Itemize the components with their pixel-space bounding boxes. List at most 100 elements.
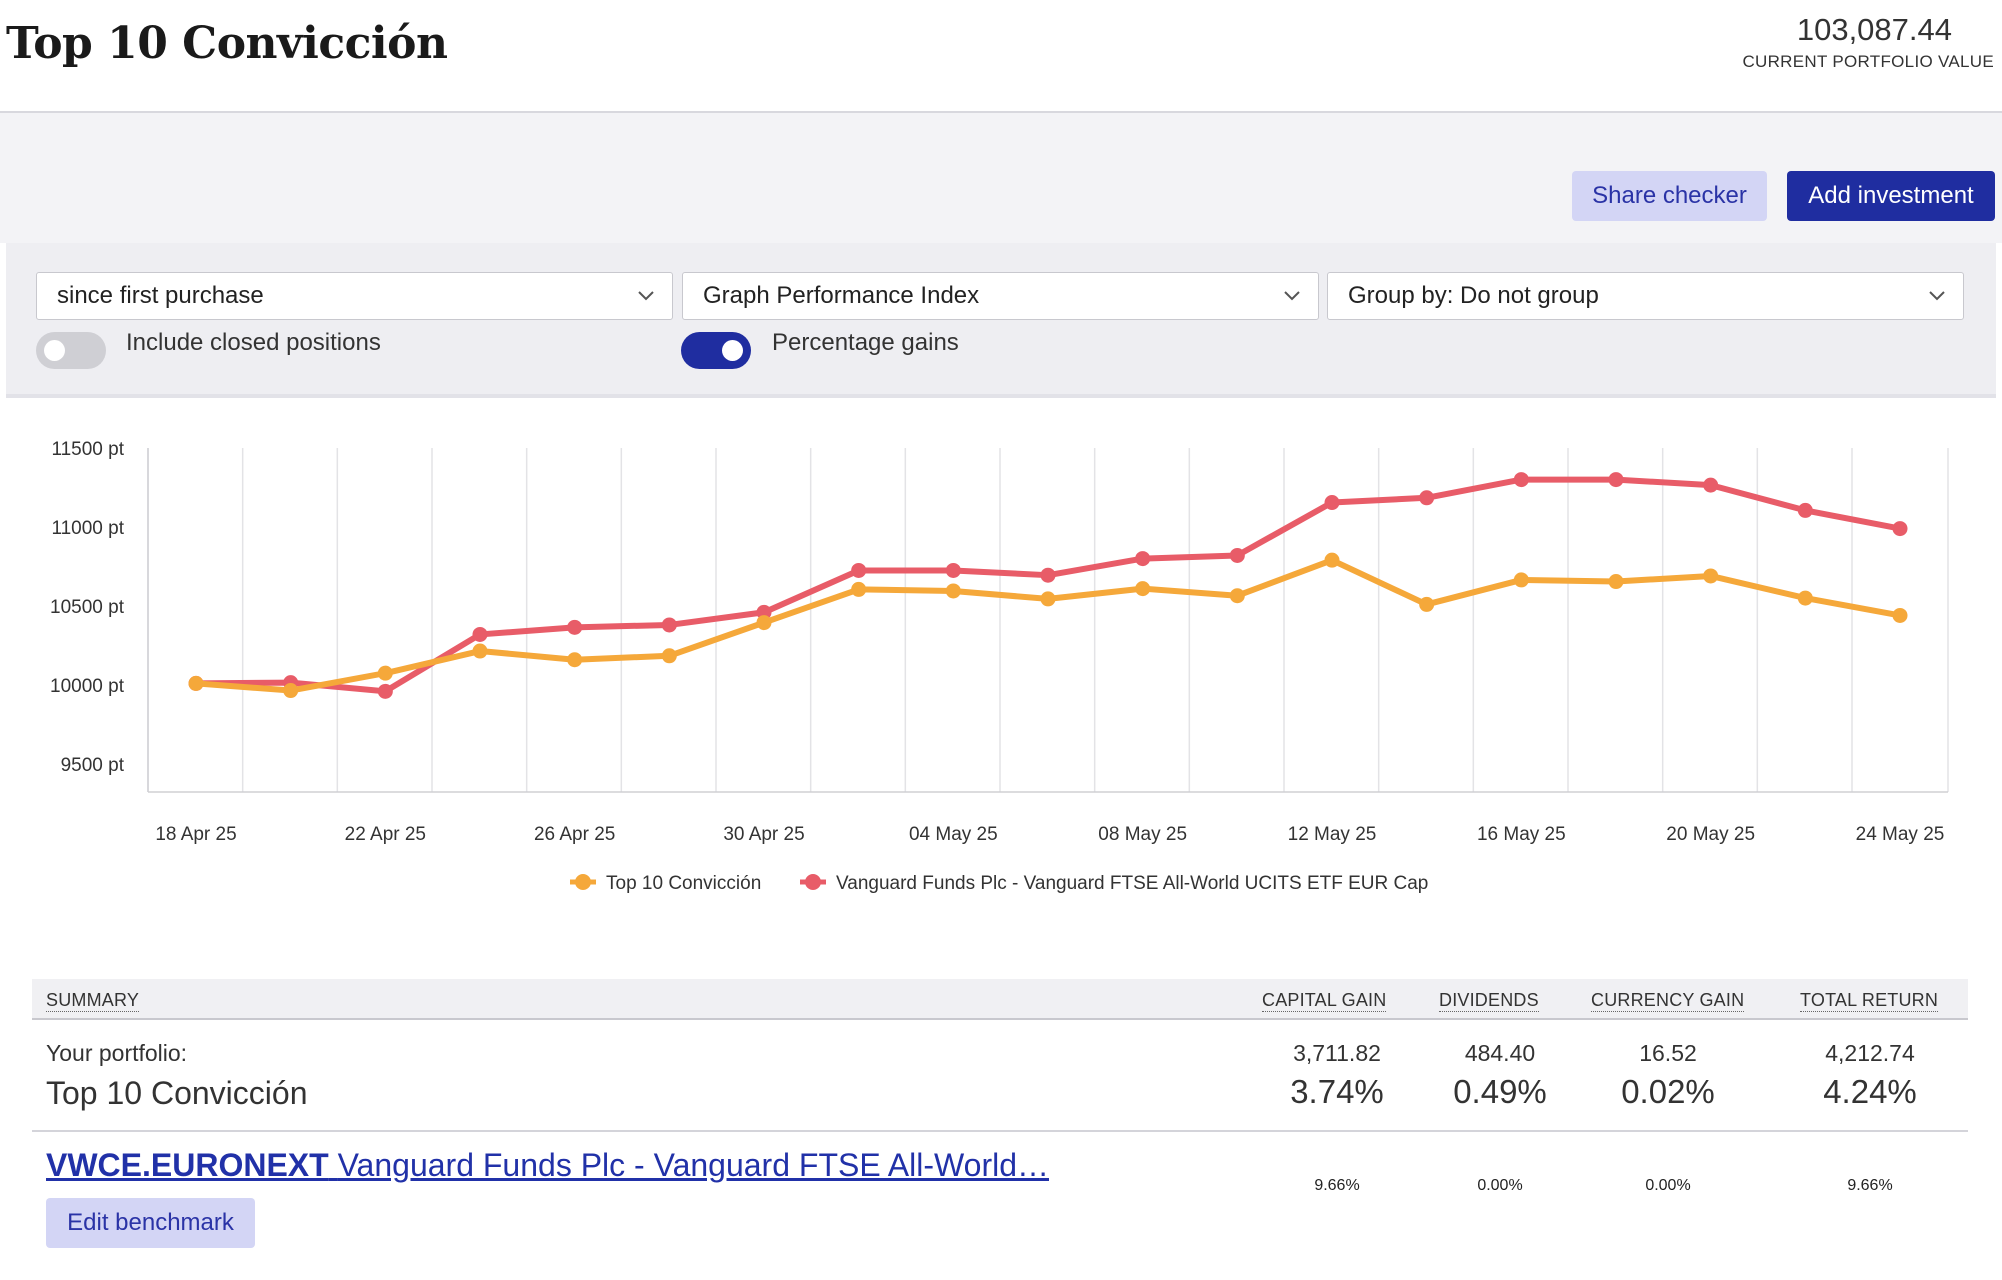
legend-swatch <box>575 874 591 890</box>
data-point <box>283 683 299 699</box>
data-point <box>1040 591 1056 607</box>
portfolio-capital-gain: 3,711.82 <box>1293 1040 1381 1066</box>
data-point <box>1892 521 1908 537</box>
data-point <box>1703 568 1719 584</box>
closed-positions-label: Include closed positions <box>126 329 381 356</box>
chart-controls <box>6 243 1996 398</box>
x-tick-label: 20 May 25 <box>1666 824 1755 845</box>
portfolio-row-label: Your portfolio: <box>46 1040 188 1066</box>
data-point <box>1513 472 1529 488</box>
data-point <box>1419 490 1435 506</box>
x-tick-label: 30 Apr 25 <box>723 824 804 845</box>
data-point <box>1135 551 1151 567</box>
data-point <box>1135 581 1151 597</box>
x-tick-label: 04 May 25 <box>909 824 998 845</box>
y-tick-label: 10000 pt <box>50 676 125 697</box>
x-tick-label: 24 May 25 <box>1856 824 1945 845</box>
data-point <box>567 619 583 635</box>
y-tick-label: 10500 pt <box>50 597 125 618</box>
data-point <box>1324 552 1340 568</box>
percentage-gains-label: Percentage gains <box>772 329 959 356</box>
toggle-knob <box>722 340 743 361</box>
data-point <box>1513 572 1529 588</box>
group-by-select[interactable]: Group by: Do not group <box>1327 272 1964 320</box>
summary-header-row: SUMMARY CAPITAL GAIN DIVIDENDS CURRENCY … <box>32 979 1968 1020</box>
total-return-header: TOTAL RETURN <box>1800 990 1939 1012</box>
x-tick-label: 12 May 25 <box>1288 824 1377 845</box>
percentage-gains-toggle[interactable] <box>681 332 751 369</box>
currency-gain-header: CURRENCY GAIN <box>1591 990 1745 1012</box>
chevron-down-icon <box>1929 291 1945 301</box>
data-point <box>1419 596 1435 612</box>
data-point <box>1229 588 1245 604</box>
page-title: Top 10 Convicción <box>6 18 448 69</box>
portfolio-total-return-pct: 4.24% <box>1823 1073 1917 1110</box>
closed-positions-toggle[interactable] <box>36 332 106 369</box>
capital-gain-header: CAPITAL GAIN <box>1262 990 1387 1012</box>
group-by-select-value: Group by: Do not group <box>1348 282 1599 309</box>
portfolio-currency-gain: 16.52 <box>1639 1040 1697 1066</box>
portfolio-currency-gain-pct: 0.02% <box>1621 1073 1715 1110</box>
benchmark-capital-gain-pct: 9.66% <box>1314 1177 1360 1194</box>
data-point <box>851 562 867 578</box>
legend-label: Top 10 Convicción <box>606 873 761 894</box>
portfolio-row-name: Top 10 Convicción <box>46 1075 308 1111</box>
portfolio-capital-gain-pct: 3.74% <box>1290 1073 1384 1110</box>
data-point <box>1040 567 1056 583</box>
data-point <box>1892 607 1908 623</box>
add-investment-button[interactable]: Add investment <box>1787 171 1995 221</box>
portfolio-value-label: CURRENT PORTFOLIO VALUE <box>1742 52 1994 71</box>
data-point <box>661 648 677 664</box>
x-tick-label: 08 May 25 <box>1098 824 1187 845</box>
summary-header: SUMMARY <box>46 990 140 1012</box>
y-tick-label: 11500 pt <box>51 439 124 460</box>
chevron-down-icon <box>638 291 654 301</box>
data-point <box>1608 472 1624 488</box>
legend-swatch <box>805 874 821 890</box>
data-point <box>377 665 393 681</box>
data-point <box>1608 574 1624 590</box>
data-point <box>945 562 961 578</box>
legend-label: Vanguard Funds Plc - Vanguard FTSE All-W… <box>836 873 1428 894</box>
toggle-knob <box>44 340 65 361</box>
portfolio-dividends: 484.40 <box>1464 1040 1536 1066</box>
data-point <box>756 604 772 620</box>
benchmark-name[interactable]: Vanguard Funds Plc - Vanguard FTSE All-W… <box>337 1147 1049 1183</box>
benchmark-total-return-pct: 9.66% <box>1847 1177 1893 1194</box>
data-point <box>851 581 867 597</box>
period-select[interactable]: since first purchase <box>36 272 673 320</box>
dividends-header: DIVIDENDS <box>1439 990 1539 1012</box>
data-point <box>1797 502 1813 518</box>
portfolio-total-return: 4,212.74 <box>1825 1040 1915 1066</box>
performance-chart: 11500 pt 11000 pt 10500 pt 10000 pt 9500 pt 1… <box>50 439 1949 894</box>
share-checker-button[interactable]: Share checker <box>1572 171 1767 221</box>
data-point <box>377 683 393 699</box>
edit-benchmark-button[interactable]: Edit benchmark <box>46 1198 255 1248</box>
data-point <box>188 675 204 691</box>
data-point <box>661 617 677 633</box>
benchmark-ticker[interactable]: VWCE.EURONEXT <box>46 1147 329 1183</box>
y-tick-label: 9500 pt <box>61 755 125 776</box>
data-point <box>1797 590 1813 606</box>
portfolio-value: 103,087.44 <box>1796 12 1952 47</box>
data-point <box>1703 477 1719 493</box>
x-tick-label: 18 Apr 25 <box>155 824 236 845</box>
graph-type-select-value: Graph Performance Index <box>703 282 980 309</box>
data-point <box>1324 495 1340 511</box>
chevron-down-icon <box>1284 291 1300 301</box>
row-divider <box>32 1130 1968 1132</box>
data-point <box>756 615 772 631</box>
data-point <box>567 652 583 668</box>
graph-type-select[interactable]: Graph Performance Index <box>682 272 1319 320</box>
data-point <box>945 583 961 599</box>
data-point <box>1229 547 1245 563</box>
page-header: Top 10 Convicción 103,087.44 CURRENT POR… <box>0 0 2002 113</box>
benchmark-currency-gain-pct: 0.00% <box>1645 1177 1691 1194</box>
data-point <box>472 643 488 659</box>
x-tick-label: 16 May 25 <box>1477 824 1566 845</box>
x-tick-label: 22 Apr 25 <box>345 824 426 845</box>
portfolio-dividends-pct: 0.49% <box>1453 1073 1547 1110</box>
benchmark-link[interactable]: VWCE.EURONEXT Vanguard Funds Plc - Vangu… <box>46 1147 1049 1184</box>
x-tick-label: 26 Apr 25 <box>534 824 615 845</box>
y-tick-label: 11000 pt <box>51 518 124 539</box>
